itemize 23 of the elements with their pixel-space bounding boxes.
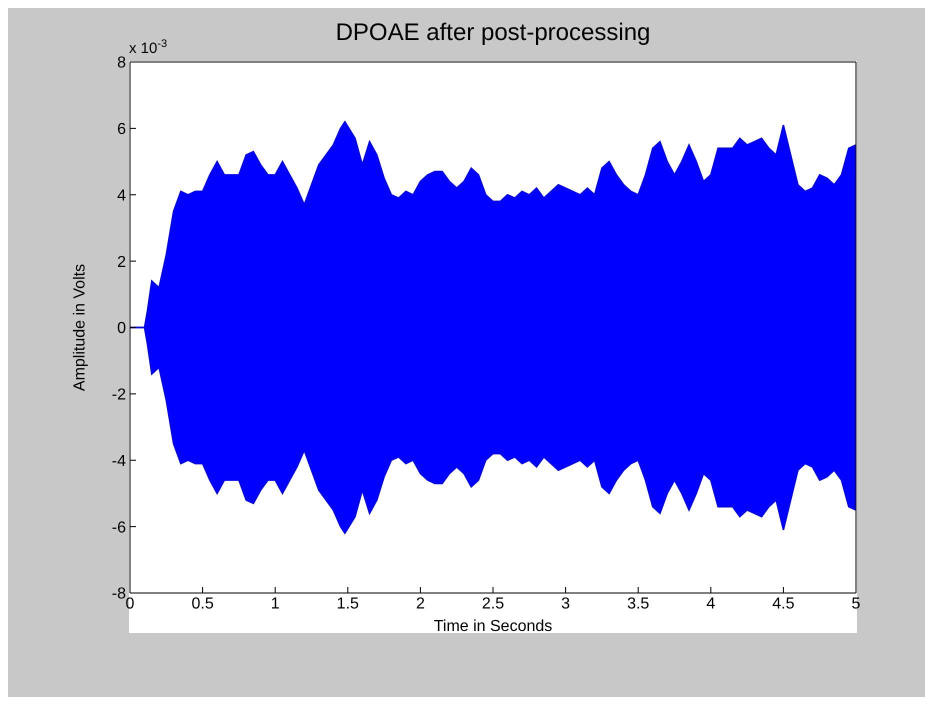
y-tick-label: 2 xyxy=(117,254,126,271)
y-tick-label: 0 xyxy=(117,320,126,338)
x-tick-label: 3 xyxy=(561,595,570,612)
y-axis-title: Amplitude in Volts xyxy=(72,264,89,392)
x-tick-label: 4 xyxy=(706,595,716,612)
y-tick-label: -4 xyxy=(112,452,126,470)
x-tick-label: 1 xyxy=(270,595,280,612)
y-tick-label: -8 xyxy=(112,586,126,603)
y-tick-label: 8 xyxy=(117,54,126,72)
x-tick-label: 2 xyxy=(416,595,425,612)
x-tick-label: 4.5 xyxy=(772,595,795,612)
x-tick-label: 5 xyxy=(852,595,861,612)
y-tick-label: 6 xyxy=(117,121,126,138)
x-tick-label: 1.5 xyxy=(336,595,360,612)
x-tick-label: 2.5 xyxy=(482,595,504,612)
y-tick-label: -2 xyxy=(112,386,126,404)
x-tick-label: 3.5 xyxy=(627,595,650,612)
chart-title: DPOAE after post-processing xyxy=(336,19,650,46)
y-tick-label: 4 xyxy=(117,187,126,204)
text: x 10$^{-3}$ xyxy=(129,38,168,57)
x-tick-label: 0.5 xyxy=(191,595,214,612)
x-axis-title: Time in Seconds xyxy=(434,618,552,635)
y-tick-label: -6 xyxy=(112,519,126,536)
